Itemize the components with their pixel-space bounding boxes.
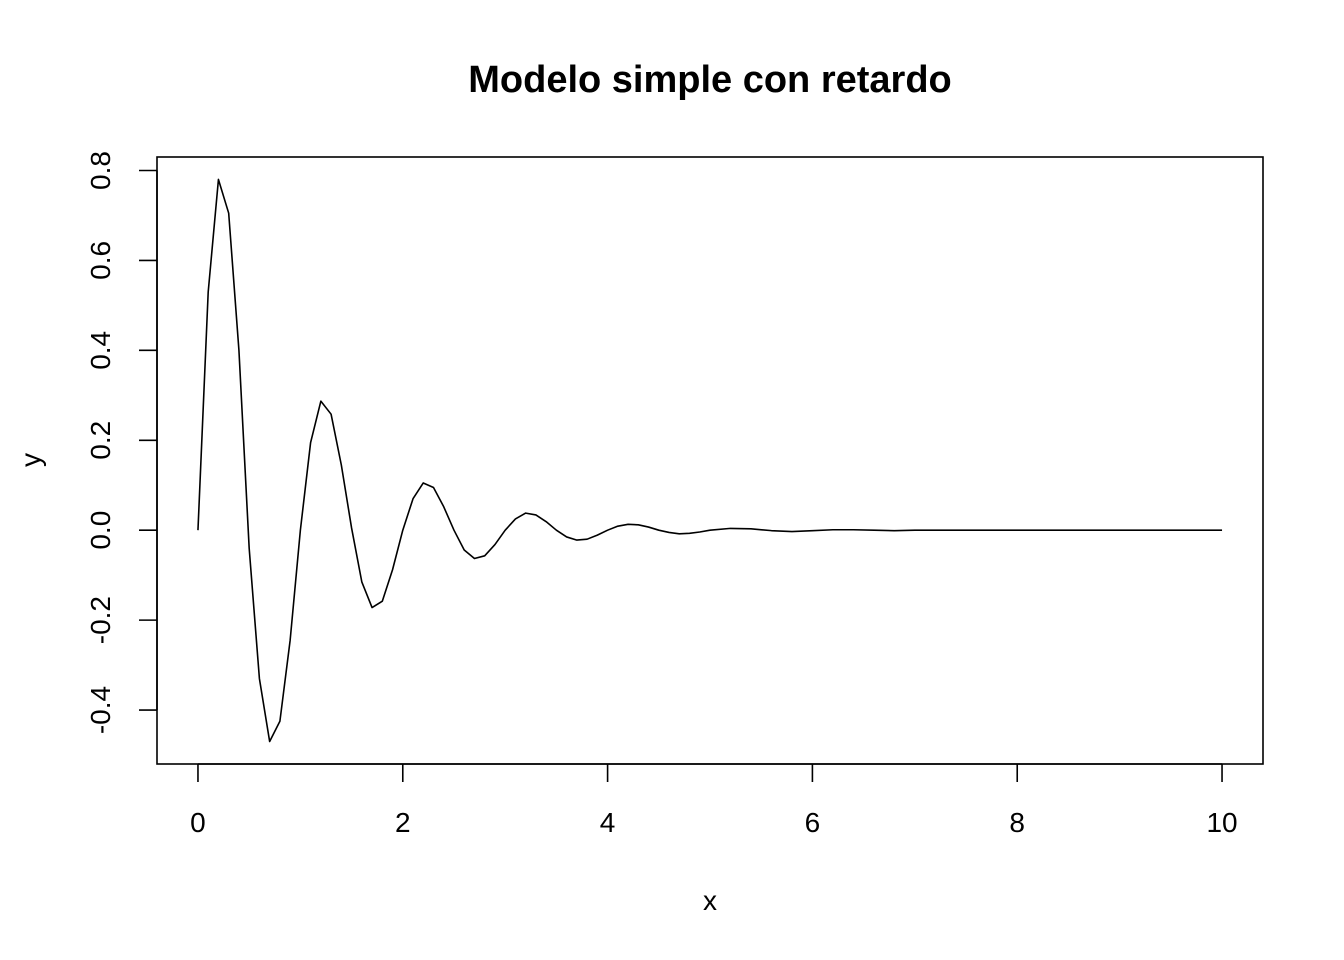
- y-tick-label: 0.6: [85, 241, 116, 280]
- chart-title: Modelo simple con retardo: [468, 59, 952, 101]
- x-tick-label: 4: [600, 807, 616, 838]
- x-tick-label: 0: [190, 807, 206, 838]
- x-tick-label: 6: [805, 807, 821, 838]
- y-tick-label: 0.4: [85, 331, 116, 370]
- y-axis: -0.4 -0.2 0.0 0.2 0.4 0.6 0.8: [85, 151, 158, 734]
- y-tick-label: -0.2: [85, 596, 116, 644]
- plot-frame: [156, 156, 1264, 765]
- x-axis-title: x: [703, 885, 717, 916]
- y-tick-label: 0.2: [85, 421, 116, 460]
- y-tick-label: 0.8: [85, 151, 116, 190]
- x-tick-label: 2: [395, 807, 411, 838]
- x-tick-label: 10: [1206, 807, 1237, 838]
- series-line: [197, 178, 1223, 743]
- y-axis-title: y: [15, 453, 46, 467]
- x-axis: 0 2 4 6 8 10: [190, 763, 1238, 838]
- y-tick-label: 0.0: [85, 511, 116, 550]
- x-tick-label: 8: [1009, 807, 1025, 838]
- y-tick-label: -0.4: [85, 686, 116, 734]
